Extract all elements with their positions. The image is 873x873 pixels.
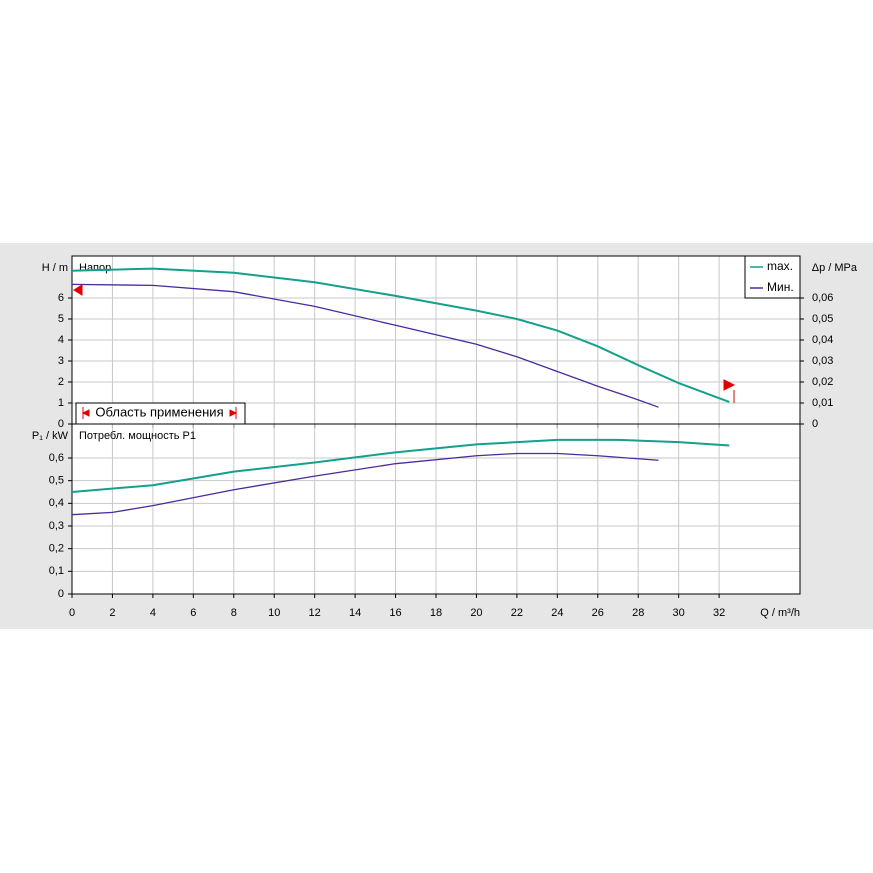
annotation: Потребл. мощность P1	[79, 430, 196, 442]
y-tick-label: 0,3	[49, 520, 64, 532]
x-tick-label: 0	[69, 607, 75, 619]
series-line	[71, 438, 730, 493]
y-axis-label: P₁ / kW	[32, 430, 69, 442]
x-tick-label: 2	[109, 607, 115, 619]
x-tick-label: 14	[349, 607, 361, 619]
x-axis-label: Q / m³/h	[760, 607, 800, 619]
x-tick-label: 22	[511, 607, 523, 619]
x-tick-label: 4	[150, 607, 156, 619]
x-tick-label: 10	[268, 607, 280, 619]
y2-tick-label: 0,06	[812, 292, 833, 304]
series-line	[71, 283, 659, 408]
y2-tick-label: 0,04	[812, 334, 833, 346]
range-marker	[81, 407, 238, 419]
range-arrow	[73, 284, 736, 403]
x-tick-label: 28	[632, 607, 644, 619]
y-tick-label: 0,6	[49, 452, 64, 464]
y-tick-label: 3	[58, 355, 64, 367]
series-line	[71, 452, 659, 516]
x-tick-label: 18	[430, 607, 442, 619]
x-tick-label: 24	[551, 607, 563, 619]
y-tick-label: 0,4	[49, 497, 64, 509]
y-tick-label: 1	[58, 397, 64, 409]
range-label: Область применения	[95, 404, 223, 419]
series-line	[71, 267, 730, 403]
y-tick-label: 0	[58, 418, 64, 430]
x-tick-label: 12	[309, 607, 321, 619]
x-tick-label: 8	[231, 607, 237, 619]
x-tick-label: 26	[592, 607, 604, 619]
y2-axis-label: Δp / MPa	[812, 262, 858, 274]
y2-tick-label: 0,01	[812, 397, 833, 409]
y2-tick-label: 0	[812, 418, 818, 430]
x-tick-label: 20	[470, 607, 482, 619]
plot-frame	[71, 423, 801, 595]
y2-tick-label: 0,03	[812, 355, 833, 367]
y-tick-label: 6	[58, 292, 64, 304]
y2-tick-label: 0,02	[812, 376, 833, 388]
y-tick-label: 0	[58, 588, 64, 600]
x-tick-label: 32	[713, 607, 725, 619]
y-tick-label: 2	[58, 376, 64, 388]
legend-label: Мин.	[767, 280, 794, 294]
y-tick-label: 0,1	[49, 565, 64, 577]
x-tick-label: 16	[389, 607, 401, 619]
y-tick-label: 4	[58, 334, 64, 346]
annotation: Напор	[79, 262, 111, 274]
legend-label: max.	[767, 259, 793, 273]
x-tick-label: 6	[190, 607, 196, 619]
x-tick-label: 30	[673, 607, 685, 619]
y-tick-label: 0,2	[49, 543, 64, 555]
y2-tick-label: 0,05	[812, 313, 833, 325]
legend	[744, 255, 801, 299]
y-tick-label: 5	[58, 313, 64, 325]
y-axis-label: H / m	[42, 262, 68, 274]
y-tick-label: 0,5	[49, 475, 64, 487]
